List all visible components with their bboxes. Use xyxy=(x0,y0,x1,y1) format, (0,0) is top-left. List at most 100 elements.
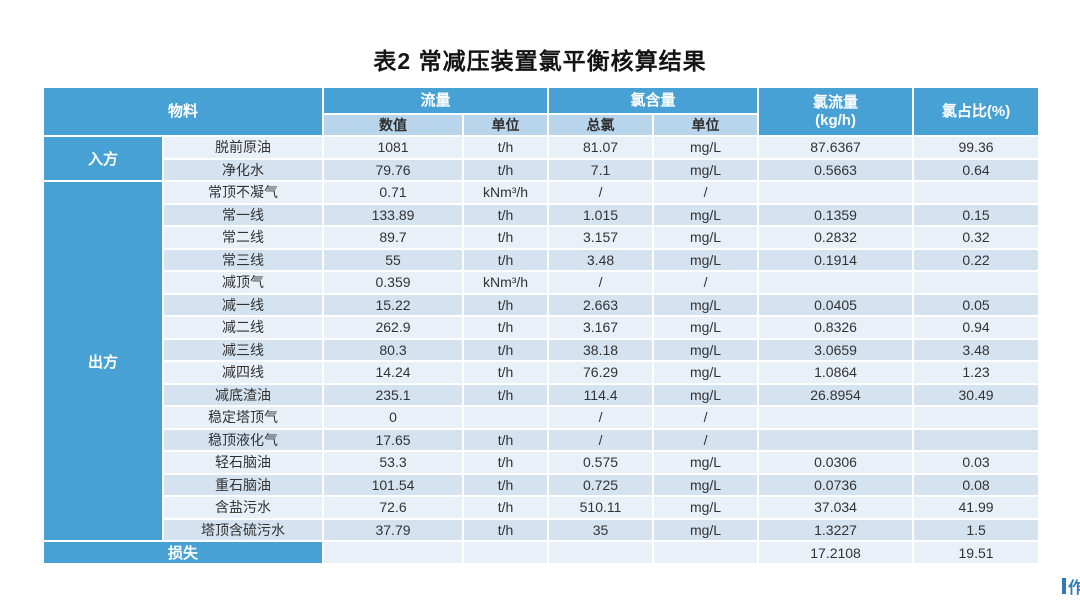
chlorine-unit-cell: mg/L xyxy=(652,337,760,362)
total-chlorine-cell: 7.1 xyxy=(547,157,655,182)
flow-value-cell: 37.79 xyxy=(322,517,465,542)
watermark-bar-icon xyxy=(1061,578,1066,594)
flow-unit-cell: t/h xyxy=(462,382,550,407)
flow-value-cell: 14.24 xyxy=(322,360,465,385)
table-row: 稳顶液化气 17.65 t/h / / xyxy=(43,427,1041,452)
total-chlorine-cell: 3.167 xyxy=(547,315,655,340)
total-chlorine-cell: 38.18 xyxy=(547,337,655,362)
table-body: 入方 脱前原油 1081 t/h 81.07 mg/L 87.6367 99.36 净化水 79.… xyxy=(41,135,1041,565)
chlorine-ratio-cell: 0.22 xyxy=(912,247,1041,272)
material-name-cell: 减四线 xyxy=(161,360,325,385)
total-chlorine-cell: / xyxy=(547,405,655,430)
chlorine-flow-cell: 0.5663 xyxy=(757,157,915,182)
material-name-cell: 轻石脑油 xyxy=(161,450,325,475)
material-name-cell: 含盐污水 xyxy=(161,495,325,520)
flow-value-cell xyxy=(322,540,465,565)
loss-label: 损失 xyxy=(41,540,325,565)
chlorine-ratio-cell: 0.05 xyxy=(912,292,1041,317)
total-chlorine-cell: 3.157 xyxy=(547,225,655,250)
flow-unit-cell: t/h xyxy=(462,225,550,250)
header-flow-unit: 单位 xyxy=(462,113,550,137)
chlorine-ratio-cell: 0.15 xyxy=(912,202,1041,227)
chlorine-flow-cell: 0.1359 xyxy=(757,202,915,227)
chlorine-flow-cell: 0.1914 xyxy=(757,247,915,272)
watermark: 作 xyxy=(1061,574,1080,598)
material-name-cell: 减顶气 xyxy=(161,270,325,295)
chlorine-flow-cell: 3.0659 xyxy=(757,337,915,362)
chlorine-ratio-cell: 30.49 xyxy=(912,382,1041,407)
chlorine-ratio-cell: 41.99 xyxy=(912,495,1041,520)
total-chlorine-cell: 0.575 xyxy=(547,450,655,475)
material-name-cell: 稳顶液化气 xyxy=(161,427,325,452)
header-row-2: 数值 单位 总氯 单位 xyxy=(43,113,1039,137)
chlorine-unit-cell: mg/L xyxy=(652,292,760,317)
flow-value-cell: 235.1 xyxy=(322,382,465,407)
chlorine-ratio-cell xyxy=(912,427,1041,452)
flow-value-cell: 0 xyxy=(322,405,465,430)
flow-value-cell: 79.76 xyxy=(322,157,465,182)
total-chlorine-cell: 2.663 xyxy=(547,292,655,317)
chlorine-flow-cell: 17.2108 xyxy=(757,540,915,565)
chlorine-flow-cell: 1.0864 xyxy=(757,360,915,385)
flow-unit-cell: t/h xyxy=(462,517,550,542)
flow-value-cell: 1081 xyxy=(322,135,465,160)
total-chlorine-cell: / xyxy=(547,270,655,295)
chlorine-ratio-cell: 0.03 xyxy=(912,450,1041,475)
table-row: 常二线 89.7 t/h 3.157 mg/L 0.2832 0.32 xyxy=(43,225,1041,250)
chlorine-unit-cell: / xyxy=(652,180,760,205)
table-row: 减底渣油 235.1 t/h 114.4 mg/L 26.8954 30.49 xyxy=(43,382,1041,407)
material-name-cell: 常三线 xyxy=(161,247,325,272)
material-name-cell: 重石脑油 xyxy=(161,472,325,497)
flow-unit-cell: t/h xyxy=(462,292,550,317)
flow-value-cell: 80.3 xyxy=(322,337,465,362)
table-row: 稳定塔顶气 0 // xyxy=(43,405,1041,430)
chlorine-unit-cell: mg/L xyxy=(652,517,760,542)
chlorine-unit-cell: mg/L xyxy=(652,495,760,520)
flow-unit-cell: t/h xyxy=(462,315,550,340)
flow-value-cell: 72.6 xyxy=(322,495,465,520)
header-chlorine-content: 氯含量 xyxy=(547,86,760,115)
flow-value-cell: 101.54 xyxy=(322,472,465,497)
flow-value-cell: 55 xyxy=(322,247,465,272)
material-name-cell: 常一线 xyxy=(161,202,325,227)
flow-unit-cell: t/h xyxy=(462,495,550,520)
chlorine-ratio-cell: 99.36 xyxy=(912,135,1041,160)
material-name-cell: 减底渣油 xyxy=(161,382,325,407)
chlorine-unit-cell: mg/L xyxy=(652,472,760,497)
chlorine-unit-cell: / xyxy=(652,270,760,295)
material-name-cell: 减三线 xyxy=(161,337,325,362)
flow-unit-cell: t/h xyxy=(462,450,550,475)
chlorine-ratio-cell: 1.23 xyxy=(912,360,1041,385)
flow-unit-cell: t/h xyxy=(462,247,550,272)
watermark-text: 作 xyxy=(1067,580,1080,597)
chlorine-ratio-cell xyxy=(912,270,1041,295)
table-row: 净化水 79.76 t/h 7.1 mg/L 0.5663 0.64 xyxy=(43,157,1041,182)
table-row: 重石脑油 101.54 t/h 0.725 mg/L 0.0736 0.08 xyxy=(43,472,1041,497)
total-chlorine-cell: 1.015 xyxy=(547,202,655,227)
chlorine-flow-cell: 26.8954 xyxy=(757,382,915,407)
table-row: 减顶气 0.359 kNm³/h / / xyxy=(43,270,1041,295)
chlorine-unit-cell: mg/L xyxy=(652,225,760,250)
chlorine-ratio-cell xyxy=(912,180,1041,205)
chlorine-flow-cell: 87.6367 xyxy=(757,135,915,160)
table-row: 含盐污水 72.6 t/h 510.11 mg/L 37.034 41.99 xyxy=(43,495,1041,520)
chlorine-unit-cell: mg/L xyxy=(652,360,760,385)
total-chlorine-cell: / xyxy=(547,427,655,452)
header-chlorine-flow: 氯流量 (kg/h) xyxy=(757,86,915,137)
table-row: 常三线 55 t/h 3.48 mg/L 0.1914 0.22 xyxy=(43,247,1041,272)
material-name-cell: 减二线 xyxy=(161,315,325,340)
material-name-cell: 塔顶含硫污水 xyxy=(161,517,325,542)
table-row: 减四线 14.24 t/h 76.29 mg/L 1.0864 1.23 xyxy=(43,360,1041,385)
chlorine-unit-cell xyxy=(652,540,760,565)
chlorine-flow-cell xyxy=(757,270,915,295)
chlorine-unit-cell: / xyxy=(652,405,760,430)
flow-value-cell: 0.71 xyxy=(322,180,465,205)
flow-unit-cell: t/h xyxy=(462,472,550,497)
total-chlorine-cell xyxy=(547,540,655,565)
chlorine-flow-cell: 1.3227 xyxy=(757,517,915,542)
chlorine-flow-cell: 37.034 xyxy=(757,495,915,520)
chlorine-flow-cell: 0.8326 xyxy=(757,315,915,340)
table-row: 出方 常顶不凝气 0.71 kNm³/h / / xyxy=(42,180,1041,542)
total-chlorine-cell: 35 xyxy=(547,517,655,542)
material-name-cell: 净化水 xyxy=(161,157,325,182)
